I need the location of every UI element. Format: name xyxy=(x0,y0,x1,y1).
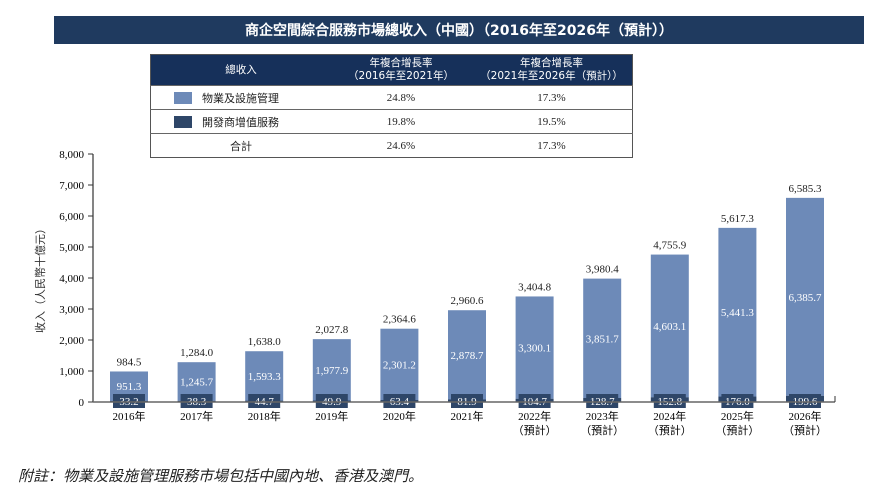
total-label: 2,364.6 xyxy=(383,314,417,326)
cagr-row-developer: 開發商增值服務 19.8% 19.5% xyxy=(150,109,633,134)
property-value-label: 4,603.1 xyxy=(653,321,686,333)
cagr-table: 總收入 年複合增長率 （2016年至2021年） 年複合增長率 （2021年至202… xyxy=(150,54,633,158)
legend-swatch-developer xyxy=(174,115,192,128)
total-label: 2,027.8 xyxy=(315,324,349,336)
cagr-value: 24.8% xyxy=(331,85,471,110)
total-label: 1,284.0 xyxy=(180,347,214,359)
developer-label-box xyxy=(315,394,348,408)
x-tick-label: 2020年 xyxy=(383,409,416,423)
bar-property-management xyxy=(245,351,284,401)
total-label: 2,960.6 xyxy=(451,295,485,307)
property-value-label: 3,851.7 xyxy=(586,333,620,345)
x-tick-label: 2022年 xyxy=(518,409,551,423)
property-value-label: 1,977.9 xyxy=(315,365,349,377)
x-tick-sublabel: （預計） xyxy=(580,423,624,437)
x-tick-sublabel: （預計） xyxy=(648,423,692,437)
y-tick-label: 3,000 xyxy=(59,304,84,316)
bar-property-management xyxy=(583,278,622,399)
developer-label-box xyxy=(586,394,619,408)
total-label: 5,617.3 xyxy=(721,213,755,225)
developer-label-box xyxy=(180,394,213,408)
total-label: 3,404.8 xyxy=(518,281,552,293)
developer-label-box xyxy=(789,394,821,408)
property-value-label: 1,593.3 xyxy=(248,371,282,383)
y-tick-label: 8,000 xyxy=(59,149,84,161)
y-axis-label: 收入（人民幣十億元） xyxy=(33,223,47,333)
property-value-label: 2,301.2 xyxy=(383,359,416,371)
total-label: 984.5 xyxy=(117,356,142,368)
y-tick-label: 5,000 xyxy=(59,242,84,254)
total-label: 4,755.9 xyxy=(653,240,687,252)
y-tick-label: 6,000 xyxy=(59,211,84,223)
total-label: 1,638.0 xyxy=(248,336,282,348)
x-tick-label: 2023年 xyxy=(586,409,619,423)
y-tick-label: 0 xyxy=(79,397,85,409)
x-tick-label: 2016年 xyxy=(113,409,146,423)
bar-property-management xyxy=(786,197,824,396)
cagr-header-row: 總收入 年複合增長率 （2016年至2021年） 年複合增長率 （2021年至202… xyxy=(150,54,633,86)
developer-label-box xyxy=(518,394,551,408)
x-tick-sublabel: （預計） xyxy=(513,423,557,437)
x-tick-label: 2025年 xyxy=(721,409,754,423)
cagr-row-total: 合計 24.6% 17.3% xyxy=(150,133,633,158)
property-value-label: 1,245.7 xyxy=(180,377,214,389)
x-tick-label: 2021年 xyxy=(451,409,484,423)
developer-label-box xyxy=(113,394,145,408)
cagr-value: 24.6% xyxy=(331,133,471,158)
cagr-value: 17.3% xyxy=(471,133,633,158)
cagr-row-property: 物業及設施管理 24.8% 17.3% xyxy=(150,85,633,110)
bar-property-management xyxy=(380,328,419,401)
property-value-label: 951.3 xyxy=(117,381,142,393)
cagr-value: 17.3% xyxy=(471,85,633,110)
developer-label-box xyxy=(383,394,416,408)
cagr-value: 19.5% xyxy=(471,109,633,134)
property-value-label: 3,300.1 xyxy=(518,343,551,355)
x-tick-label: 2024年 xyxy=(653,409,686,423)
y-tick-label: 4,000 xyxy=(59,273,84,285)
property-value-label: 2,878.7 xyxy=(451,350,485,362)
total-label: 合計 xyxy=(150,133,331,158)
legend-swatch-property xyxy=(174,91,192,104)
y-tick-label: 7,000 xyxy=(59,180,84,192)
property-value-label: 6,385.7 xyxy=(789,292,823,304)
bar-property-management xyxy=(515,296,554,399)
x-tick-sublabel: （預計） xyxy=(715,423,759,437)
header-cagr-2016-2021: 年複合增長率 （2016年至2021年） xyxy=(331,54,471,86)
x-tick-label: 2026年 xyxy=(789,409,822,423)
bar-property-management xyxy=(312,339,351,401)
developer-label-box xyxy=(721,394,754,408)
footnote: 附註：物業及設施管理服務市場包括中國內地、香港及澳門。 xyxy=(18,467,424,485)
total-label: 3,980.4 xyxy=(586,264,620,276)
header-cagr-2021-2026: 年複合增長率 （2021年至2026年（預計）） xyxy=(471,54,633,86)
legend-label: 物業及設施管理 xyxy=(202,91,279,105)
developer-label-box xyxy=(451,394,483,408)
property-value-label: 5,441.3 xyxy=(721,307,755,319)
bar-property-management xyxy=(718,227,757,397)
cagr-value: 19.8% xyxy=(331,109,471,134)
total-label: 6,585.3 xyxy=(789,183,823,195)
chart-title: 商企空間綜合服務市場總收入（中國）（2016年至2026年（預計）） xyxy=(54,16,864,44)
x-tick-sublabel: （預計） xyxy=(783,423,827,437)
header-total-revenue: 總收入 xyxy=(150,54,331,86)
bar-property-management xyxy=(650,254,689,398)
x-tick-label: 2017年 xyxy=(180,409,213,423)
developer-label-box xyxy=(248,394,281,408)
y-tick-label: 2,000 xyxy=(59,335,84,347)
x-tick-label: 2018年 xyxy=(248,409,281,423)
bar-property-management xyxy=(448,310,486,400)
legend-label: 開發商增值服務 xyxy=(202,115,279,129)
y-tick-label: 1,000 xyxy=(59,366,84,378)
developer-label-box xyxy=(653,394,686,408)
x-tick-label: 2019年 xyxy=(315,409,348,423)
